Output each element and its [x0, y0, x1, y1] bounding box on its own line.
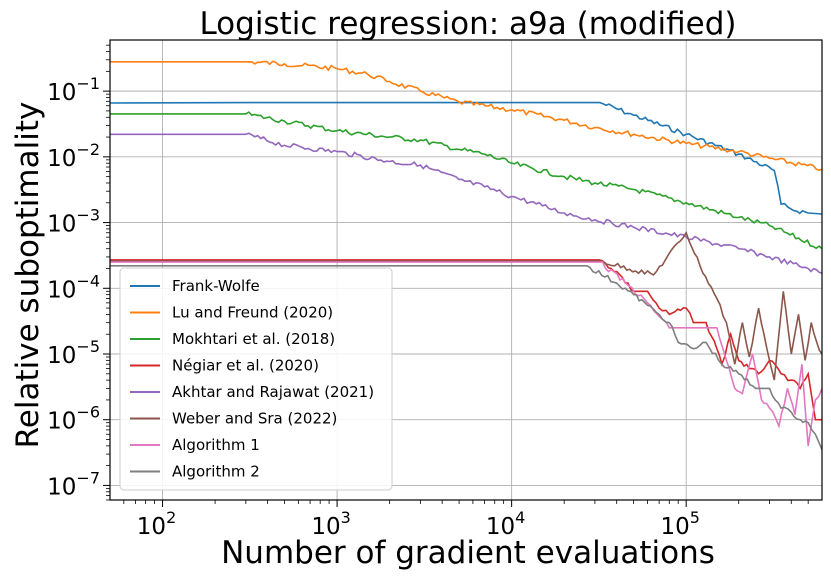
x-tick-label: 104	[486, 508, 525, 540]
legend-entry: Lu and Freund (2020)	[172, 304, 333, 322]
legend-entry: Akhtar and Rajawat (2021)	[172, 383, 374, 401]
series-line-6	[110, 261, 822, 447]
series-line-3	[110, 259, 822, 421]
series-line-7	[110, 265, 822, 451]
legend-entry: Algorithm 2	[172, 463, 260, 481]
series-line-1	[110, 60, 822, 172]
chart-title: Logistic regression: a9a (modified)	[199, 6, 736, 42]
legend-entry: Mokhtari et al. (2018)	[172, 330, 335, 348]
y-tick-label: 10−6	[47, 403, 100, 435]
y-tick-label: 10−2	[47, 140, 100, 172]
y-tick-label: 10−1	[47, 74, 100, 106]
series-lines	[110, 60, 822, 451]
legend-entry: Weber and Sra (2022)	[172, 410, 337, 428]
series-line-2	[110, 111, 822, 250]
series-line-0	[110, 101, 822, 215]
legend-entry: Négiar et al. (2020)	[172, 357, 319, 375]
y-axis-label: Relative suboptimality	[10, 102, 46, 449]
x-tick-label: 102	[137, 508, 176, 540]
x-tick-label: 105	[660, 508, 699, 540]
y-tick-label: 10−4	[47, 271, 100, 303]
x-tick-label: 103	[311, 508, 350, 540]
y-tick-label: 10−5	[47, 337, 100, 369]
plot-frame	[109, 39, 823, 501]
axis-ticks: 102 103 104 105 10−1 10−2 10−3 10−4 10−5 10−6 10−7	[47, 44, 809, 540]
x-axis-label: Number of gradient evaluations	[221, 535, 715, 571]
legend-entry: Algorithm 1	[172, 436, 260, 454]
series-line-4	[110, 132, 822, 274]
y-tick-label: 10−3	[47, 206, 100, 238]
y-tick-label: 10−7	[47, 468, 100, 500]
legend: Frank-Wolfe Lu and Freund (2020) Mokhtari …	[119, 267, 393, 491]
legend-box	[119, 267, 393, 491]
series-line-5	[110, 230, 822, 381]
legend-entry: Frank-Wolfe	[172, 277, 260, 295]
